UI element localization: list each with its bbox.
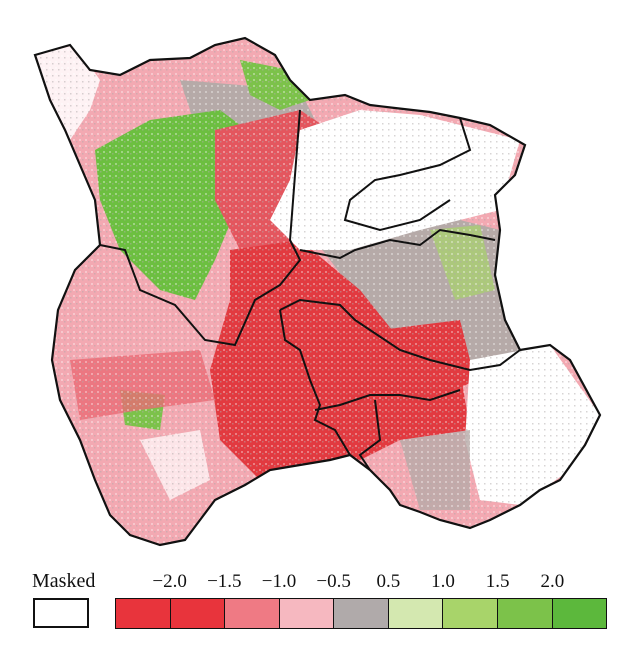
legend-swatch-0 [116, 599, 171, 628]
map-area [33, 36, 602, 547]
legend-swatch-5 [388, 599, 444, 628]
legend-masked-label: Masked [32, 570, 96, 592]
legend-swatch-6 [443, 599, 498, 628]
legend-tick-label: 1.5 [485, 571, 510, 592]
legend-swatch-7 [497, 599, 553, 628]
legend-swatch-1 [170, 599, 226, 628]
legend-swatch-8 [552, 599, 607, 628]
boundary-north [343, 117, 472, 232]
legend-colorbar [115, 598, 607, 629]
legend-tick-label: −2.0 [152, 571, 187, 592]
legend-masked-swatch [33, 598, 89, 628]
legend-tick-label: 2.0 [540, 571, 565, 592]
legend-tick-label: 1.0 [431, 571, 455, 592]
outer-boundary [33, 36, 602, 547]
boundary-south-central [279, 309, 351, 456]
boundary-central [279, 298, 521, 372]
boundary-northeast [299, 228, 496, 260]
legend-swatch-3 [279, 599, 335, 628]
boundary-west [99, 109, 302, 347]
boundary-southeast [314, 389, 461, 411]
map-raster [35, 38, 600, 545]
legend-tick-label: −0.5 [316, 571, 351, 592]
boundary-south [358, 399, 382, 471]
drought-index-map [33, 36, 602, 547]
legend-swatch-2 [225, 599, 280, 628]
legend-tick-label: −1.5 [207, 571, 242, 592]
legend-tick-label: 0.5 [376, 571, 401, 592]
legend-tick-label: −1.0 [261, 571, 297, 592]
legend-swatch-4 [334, 599, 389, 628]
raster-speckle [35, 38, 600, 545]
